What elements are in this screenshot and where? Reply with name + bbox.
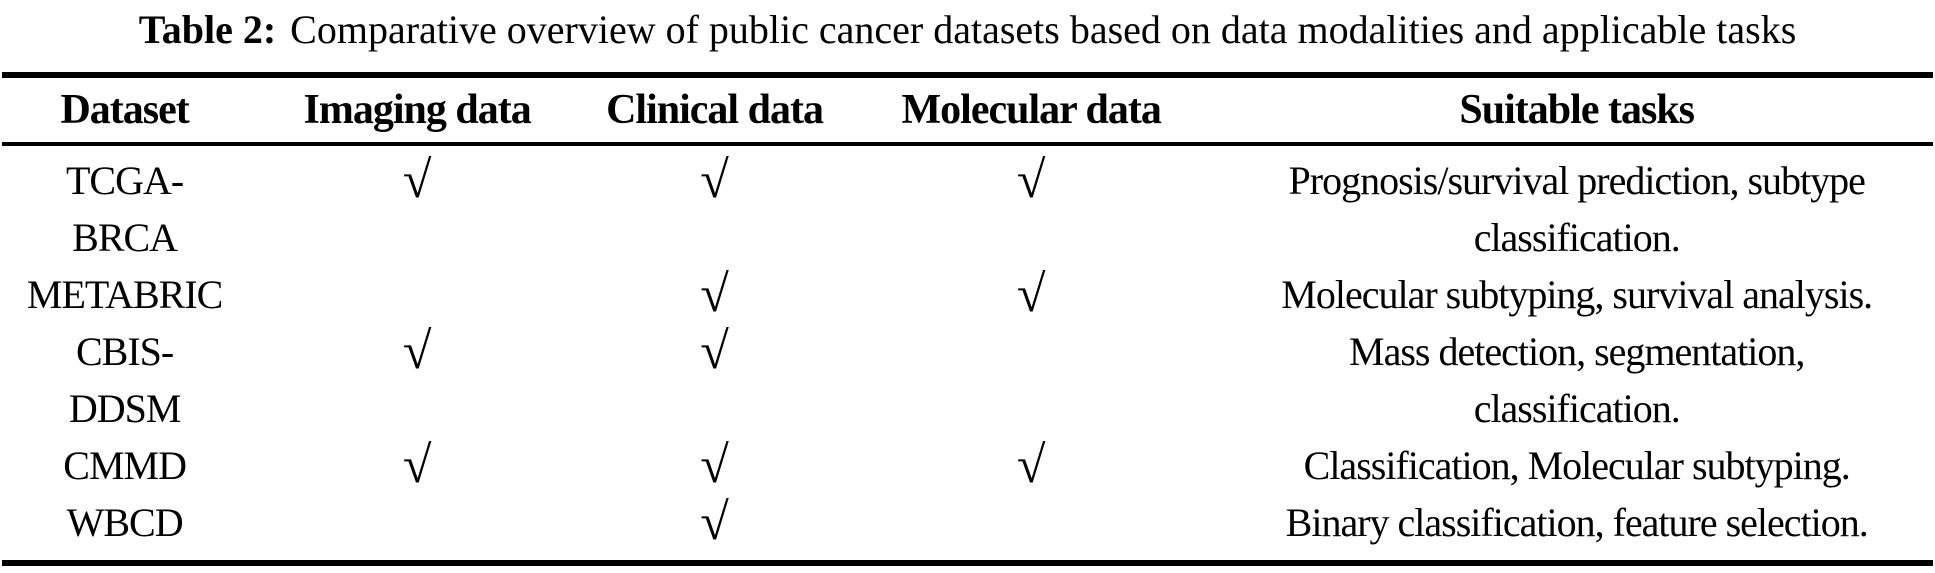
checkmark-icon: √ [1016, 266, 1046, 323]
checkmark-icon: √ [402, 152, 432, 209]
imaging-check-cell [247, 266, 587, 323]
dataset-name-line: CBIS- [75, 329, 174, 374]
dataset-name-line: DDSM [68, 386, 182, 431]
checkmark-icon: √ [700, 152, 729, 209]
imaging-check-cell: √ [247, 437, 587, 494]
checkmark-icon: √ [700, 266, 729, 323]
task-text-line: Prognosis/survival prediction, subtype [1288, 158, 1866, 203]
dataset-name-line: CMMD [63, 443, 187, 488]
suitable-tasks-cell: Mass detection, segmentation, classifica… [1220, 323, 1933, 437]
clinical-check-cell: √ [587, 144, 842, 266]
checkmark-icon: √ [402, 323, 432, 380]
column-header-clinical: Clinical data [587, 75, 842, 146]
dataset-name-cell: CMMD [2, 437, 247, 494]
dataset-name-cell: METABRIC [2, 266, 247, 323]
table-caption: Table 2: Comparative overview of public c… [0, 0, 1935, 72]
molecular-check-cell: √ [842, 144, 1220, 266]
dataset-name-line: WBCD [66, 500, 184, 545]
column-header-imaging: Imaging data [247, 75, 588, 146]
imaging-check-cell [247, 494, 587, 563]
suitable-tasks-cell: Prognosis/survival prediction, subtype c… [1220, 144, 1933, 266]
table-body: TCGA- BRCA √ √ √ Prognosis/survival pred… [2, 144, 1933, 563]
task-text-line: Classification, Molecular subtyping. [1303, 443, 1851, 488]
caption-label: Table 2: [138, 7, 277, 52]
task-text-line: Molecular subtyping, survival analysis. [1281, 272, 1873, 317]
column-header-tasks: Suitable tasks [1220, 75, 1933, 146]
header-row: Dataset Imaging data Clinical data Molec… [2, 75, 1933, 146]
molecular-check-cell [842, 494, 1220, 563]
table-header: Dataset Imaging data Clinical data Molec… [2, 75, 1933, 146]
clinical-check-cell: √ [587, 437, 842, 494]
molecular-check-cell [842, 323, 1220, 437]
table-row-metabric: METABRIC √ √ Molecular subtyping, surviv… [2, 266, 1933, 323]
task-text-line: Mass detection, segmentation, [1349, 329, 1805, 374]
checkmark-icon: √ [700, 323, 729, 380]
suitable-tasks-cell: Binary classification, feature selection… [1220, 494, 1933, 563]
checkmark-icon: √ [402, 437, 432, 494]
dataset-name-line: TCGA- [66, 158, 184, 203]
caption-text: Comparative overview of public cancer da… [290, 7, 1797, 52]
task-text-line: classification. [1473, 386, 1681, 431]
imaging-check-cell: √ [247, 144, 587, 266]
suitable-tasks-cell: Molecular subtyping, survival analysis. [1220, 266, 1933, 323]
dataset-name-cell: WBCD [2, 494, 247, 563]
checkmark-icon: √ [1016, 152, 1046, 209]
dataset-name-cell: CBIS- DDSM [2, 323, 247, 437]
clinical-check-cell: √ [587, 266, 842, 323]
datasets-table: Dataset Imaging data Clinical data Molec… [2, 72, 1933, 566]
molecular-check-cell: √ [842, 266, 1220, 323]
imaging-check-cell: √ [247, 323, 587, 437]
clinical-check-cell: √ [587, 323, 842, 437]
clinical-check-cell: √ [587, 494, 842, 563]
column-header-dataset: Dataset [2, 75, 248, 146]
checkmark-icon: √ [700, 494, 729, 551]
dataset-name-cell: TCGA- BRCA [2, 144, 247, 266]
checkmark-icon: √ [700, 437, 729, 494]
table-row-cmmd: CMMD √ √ √ Classification, Molecular sub… [2, 437, 1933, 494]
table-row-cbis-ddsm: CBIS- DDSM √ √ Mass detection, segmentat… [2, 323, 1933, 437]
task-text-line: Binary classification, feature selection… [1285, 500, 1869, 545]
dataset-name-line: METABRIC [26, 272, 223, 317]
checkmark-icon: √ [1016, 437, 1046, 494]
suitable-tasks-cell: Classification, Molecular subtyping. [1220, 437, 1933, 494]
column-header-molecular: Molecular data [841, 75, 1221, 146]
molecular-check-cell: √ [842, 437, 1220, 494]
task-text-line: classification. [1473, 215, 1681, 260]
table-row-wbcd: WBCD √ Binary classification, feature se… [2, 494, 1933, 563]
table-row-tcga-brca: TCGA- BRCA √ √ √ Prognosis/survival pred… [2, 144, 1933, 266]
dataset-name-line: BRCA [72, 215, 178, 260]
